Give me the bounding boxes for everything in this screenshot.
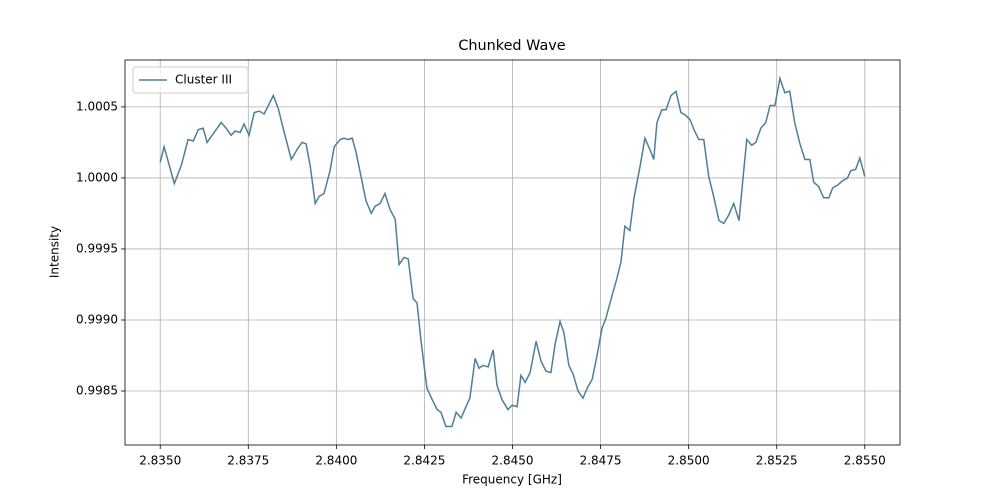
plot-frame: [124, 59, 901, 446]
x-tick-label: 2.8475: [580, 454, 622, 468]
x-tick-label: 2.8450: [492, 454, 534, 468]
chart-title: Chunked Wave: [458, 38, 565, 54]
y-tick-label: 0.9990: [76, 312, 118, 326]
x-axis-label: Frequency [GHz]: [462, 473, 562, 487]
data-line: [159, 75, 866, 428]
x-tick-label: 2.8525: [756, 454, 798, 468]
x-tick-label: 2.8500: [668, 454, 710, 468]
x-tick-label: 2.8550: [844, 454, 886, 468]
y-tick-label: 1.0000: [76, 170, 118, 184]
y-tick-label: 1.0005: [76, 99, 118, 113]
legend-label: Cluster III: [175, 73, 232, 87]
y-axis-label: Intensity: [48, 226, 62, 278]
y-tick-label: 0.9995: [76, 241, 118, 255]
x-tick-label: 2.8400: [315, 454, 357, 468]
x-tick-label: 2.8425: [403, 454, 445, 468]
y-tick-label: 0.9985: [76, 384, 118, 398]
x-tick-label: 2.8350: [139, 454, 181, 468]
legend-box: [132, 66, 249, 94]
x-tick-label: 2.8375: [227, 454, 269, 468]
